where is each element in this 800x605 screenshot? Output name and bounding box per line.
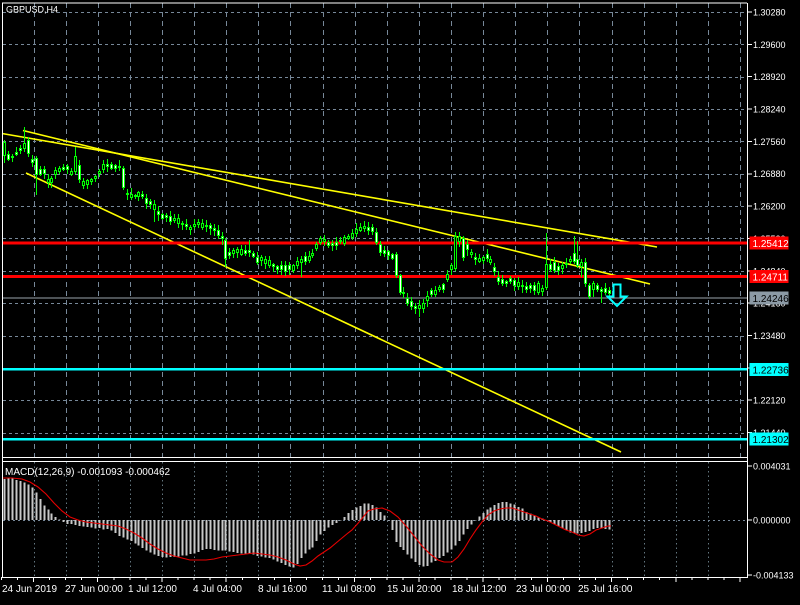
- svg-text:15 Jul 20:00: 15 Jul 20:00: [387, 584, 442, 595]
- svg-text:23 Jul 00:00: 23 Jul 00:00: [516, 584, 571, 595]
- svg-text:1.22736: 1.22736: [753, 365, 790, 376]
- svg-text:1.26200: 1.26200: [753, 202, 786, 212]
- svg-text:0.004031: 0.004031: [753, 462, 791, 472]
- svg-text:-0.004133: -0.004133: [753, 571, 794, 581]
- svg-text:24 Jun 2019: 24 Jun 2019: [2, 584, 57, 595]
- svg-text:1 Jul 12:00: 1 Jul 12:00: [128, 584, 177, 595]
- svg-text:18 Jul 12:00: 18 Jul 12:00: [452, 584, 507, 595]
- svg-text:1.23480: 1.23480: [753, 331, 786, 341]
- svg-text:0.000000: 0.000000: [753, 516, 791, 526]
- svg-text:MACD(12,26,9) -0.001093 -0.000: MACD(12,26,9) -0.001093 -0.000462: [5, 467, 171, 478]
- svg-text:8 Jul 16:00: 8 Jul 16:00: [258, 584, 307, 595]
- svg-text:25 Jul 16:00: 25 Jul 16:00: [578, 584, 633, 595]
- svg-text:1.27560: 1.27560: [753, 137, 786, 147]
- svg-text:1.28920: 1.28920: [753, 72, 786, 82]
- svg-text:GBPUSD,H4: GBPUSD,H4: [6, 5, 58, 15]
- svg-text:4 Jul 04:00: 4 Jul 04:00: [193, 584, 242, 595]
- svg-text:1.22120: 1.22120: [753, 396, 786, 406]
- svg-text:11 Jul 08:00: 11 Jul 08:00: [322, 584, 376, 595]
- svg-text:27 Jun 00:00: 27 Jun 00:00: [65, 584, 123, 595]
- svg-text:1.24711: 1.24711: [753, 273, 789, 284]
- svg-text:1.26880: 1.26880: [753, 169, 786, 179]
- svg-text:1.21302: 1.21302: [753, 435, 790, 446]
- svg-text:1.30280: 1.30280: [753, 8, 786, 18]
- svg-text:1.24246: 1.24246: [753, 294, 790, 305]
- svg-text:1.25412: 1.25412: [753, 239, 790, 250]
- svg-text:1.29600: 1.29600: [753, 40, 786, 50]
- svg-text:1.28240: 1.28240: [753, 105, 786, 115]
